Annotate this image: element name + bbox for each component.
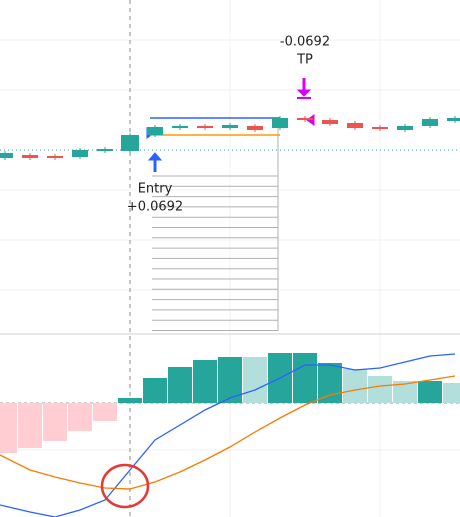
candle-body: [372, 127, 388, 129]
entry-value: +0.0692: [127, 200, 183, 215]
candle-body: [97, 149, 113, 151]
histogram-bar: [393, 381, 417, 403]
histogram-bar: [368, 376, 392, 403]
histogram-bar: [168, 367, 192, 403]
macd-line: [0, 375, 456, 490]
candle-body: [447, 118, 460, 121]
histogram-bar: [443, 383, 460, 403]
candle-body: [0, 153, 13, 158]
candle-body: [247, 126, 263, 130]
macd-line: [0, 353, 456, 517]
candle-body: [222, 125, 238, 128]
histogram-bar: [143, 378, 167, 403]
candle-body: [272, 118, 288, 128]
histogram-bar: [293, 353, 317, 403]
candle-body: [72, 150, 88, 157]
tp-label: TP: [296, 53, 313, 68]
entry-label: Entry: [138, 182, 173, 197]
candle-body: [322, 120, 338, 124]
histogram-bar: [318, 363, 342, 403]
candle-body: [197, 126, 213, 128]
histogram-bar: [343, 369, 367, 403]
candle-body: [47, 156, 63, 158]
candle-body: [422, 119, 438, 126]
histogram-bar: [43, 403, 67, 441]
candle-body: [397, 126, 413, 130]
candle-body: [147, 127, 163, 135]
position-ruler: [152, 118, 279, 331]
candle-body: [347, 123, 363, 128]
tp-value: -0.0692: [280, 35, 330, 50]
histogram-bar: [93, 403, 117, 421]
histogram-bar: [193, 360, 217, 403]
histogram-bar: [418, 381, 442, 403]
candle-body: [22, 155, 38, 158]
histogram-bar: [118, 398, 142, 403]
highlight-circle: [100, 463, 150, 509]
candle-body: [121, 135, 139, 151]
candle-body: [172, 126, 188, 128]
histogram-bar: [218, 357, 242, 403]
candle-body: [297, 118, 313, 120]
histogram-bar: [18, 403, 42, 448]
histogram-bar: [0, 403, 17, 453]
histogram-bar: [68, 403, 92, 431]
histogram-bar: [243, 357, 267, 403]
